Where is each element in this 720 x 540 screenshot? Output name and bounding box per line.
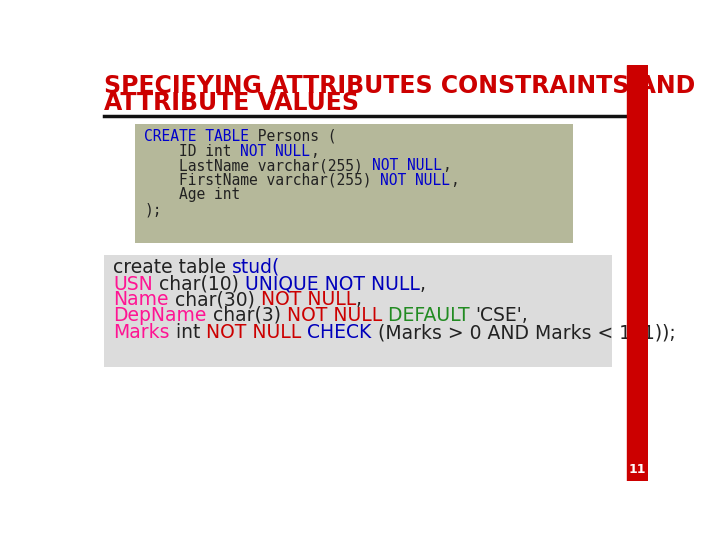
- FancyBboxPatch shape: [135, 124, 573, 244]
- Text: ,: ,: [310, 144, 319, 159]
- Text: FirstName varchar(255): FirstName varchar(255): [144, 173, 380, 188]
- Text: USN: USN: [113, 275, 153, 294]
- Text: NOT NULL: NOT NULL: [261, 290, 356, 309]
- Text: ID int: ID int: [144, 144, 240, 159]
- Text: create table: create table: [113, 258, 233, 277]
- Text: Marks: Marks: [113, 323, 170, 342]
- Text: 11: 11: [629, 463, 646, 476]
- FancyBboxPatch shape: [104, 255, 611, 367]
- Text: ,: ,: [356, 290, 362, 309]
- Text: ,: ,: [420, 275, 426, 294]
- Text: CREATE TABLE: CREATE TABLE: [144, 129, 249, 144]
- Text: Age int: Age int: [144, 187, 240, 202]
- Text: Name: Name: [113, 290, 168, 309]
- Text: UNIQUE NOT NULL: UNIQUE NOT NULL: [245, 275, 420, 294]
- Text: SPECIFYING ATTRIBUTES CONSTRAINTS AND: SPECIFYING ATTRIBUTES CONSTRAINTS AND: [104, 75, 696, 98]
- Text: char(3): char(3): [207, 306, 287, 325]
- Text: CHECK: CHECK: [302, 323, 377, 342]
- Text: NOT NULL: NOT NULL: [287, 306, 382, 325]
- Text: NOT NULL: NOT NULL: [380, 173, 451, 188]
- Bar: [627, 65, 648, 481]
- Text: LastName varchar(255): LastName varchar(255): [144, 158, 372, 173]
- Text: stud(: stud(: [233, 258, 281, 277]
- Text: char(10): char(10): [153, 275, 245, 294]
- Text: 'CSE',: 'CSE',: [475, 306, 528, 325]
- Text: (Marks > 0 AND Marks < 101));: (Marks > 0 AND Marks < 101));: [377, 323, 675, 342]
- Text: DEFAULT: DEFAULT: [382, 306, 475, 325]
- Text: ATTRIBUTE VALUES: ATTRIBUTE VALUES: [104, 91, 359, 114]
- Text: NOT NULL: NOT NULL: [240, 144, 310, 159]
- Text: );: );: [144, 202, 162, 217]
- Text: NOT NULL: NOT NULL: [372, 158, 442, 173]
- Text: ,: ,: [451, 173, 459, 188]
- Text: Persons (: Persons (: [249, 129, 337, 144]
- Text: ,: ,: [442, 158, 451, 173]
- Text: DepName: DepName: [113, 306, 207, 325]
- Text: int: int: [170, 323, 206, 342]
- Text: char(30): char(30): [168, 290, 261, 309]
- Text: NOT NULL: NOT NULL: [206, 323, 302, 342]
